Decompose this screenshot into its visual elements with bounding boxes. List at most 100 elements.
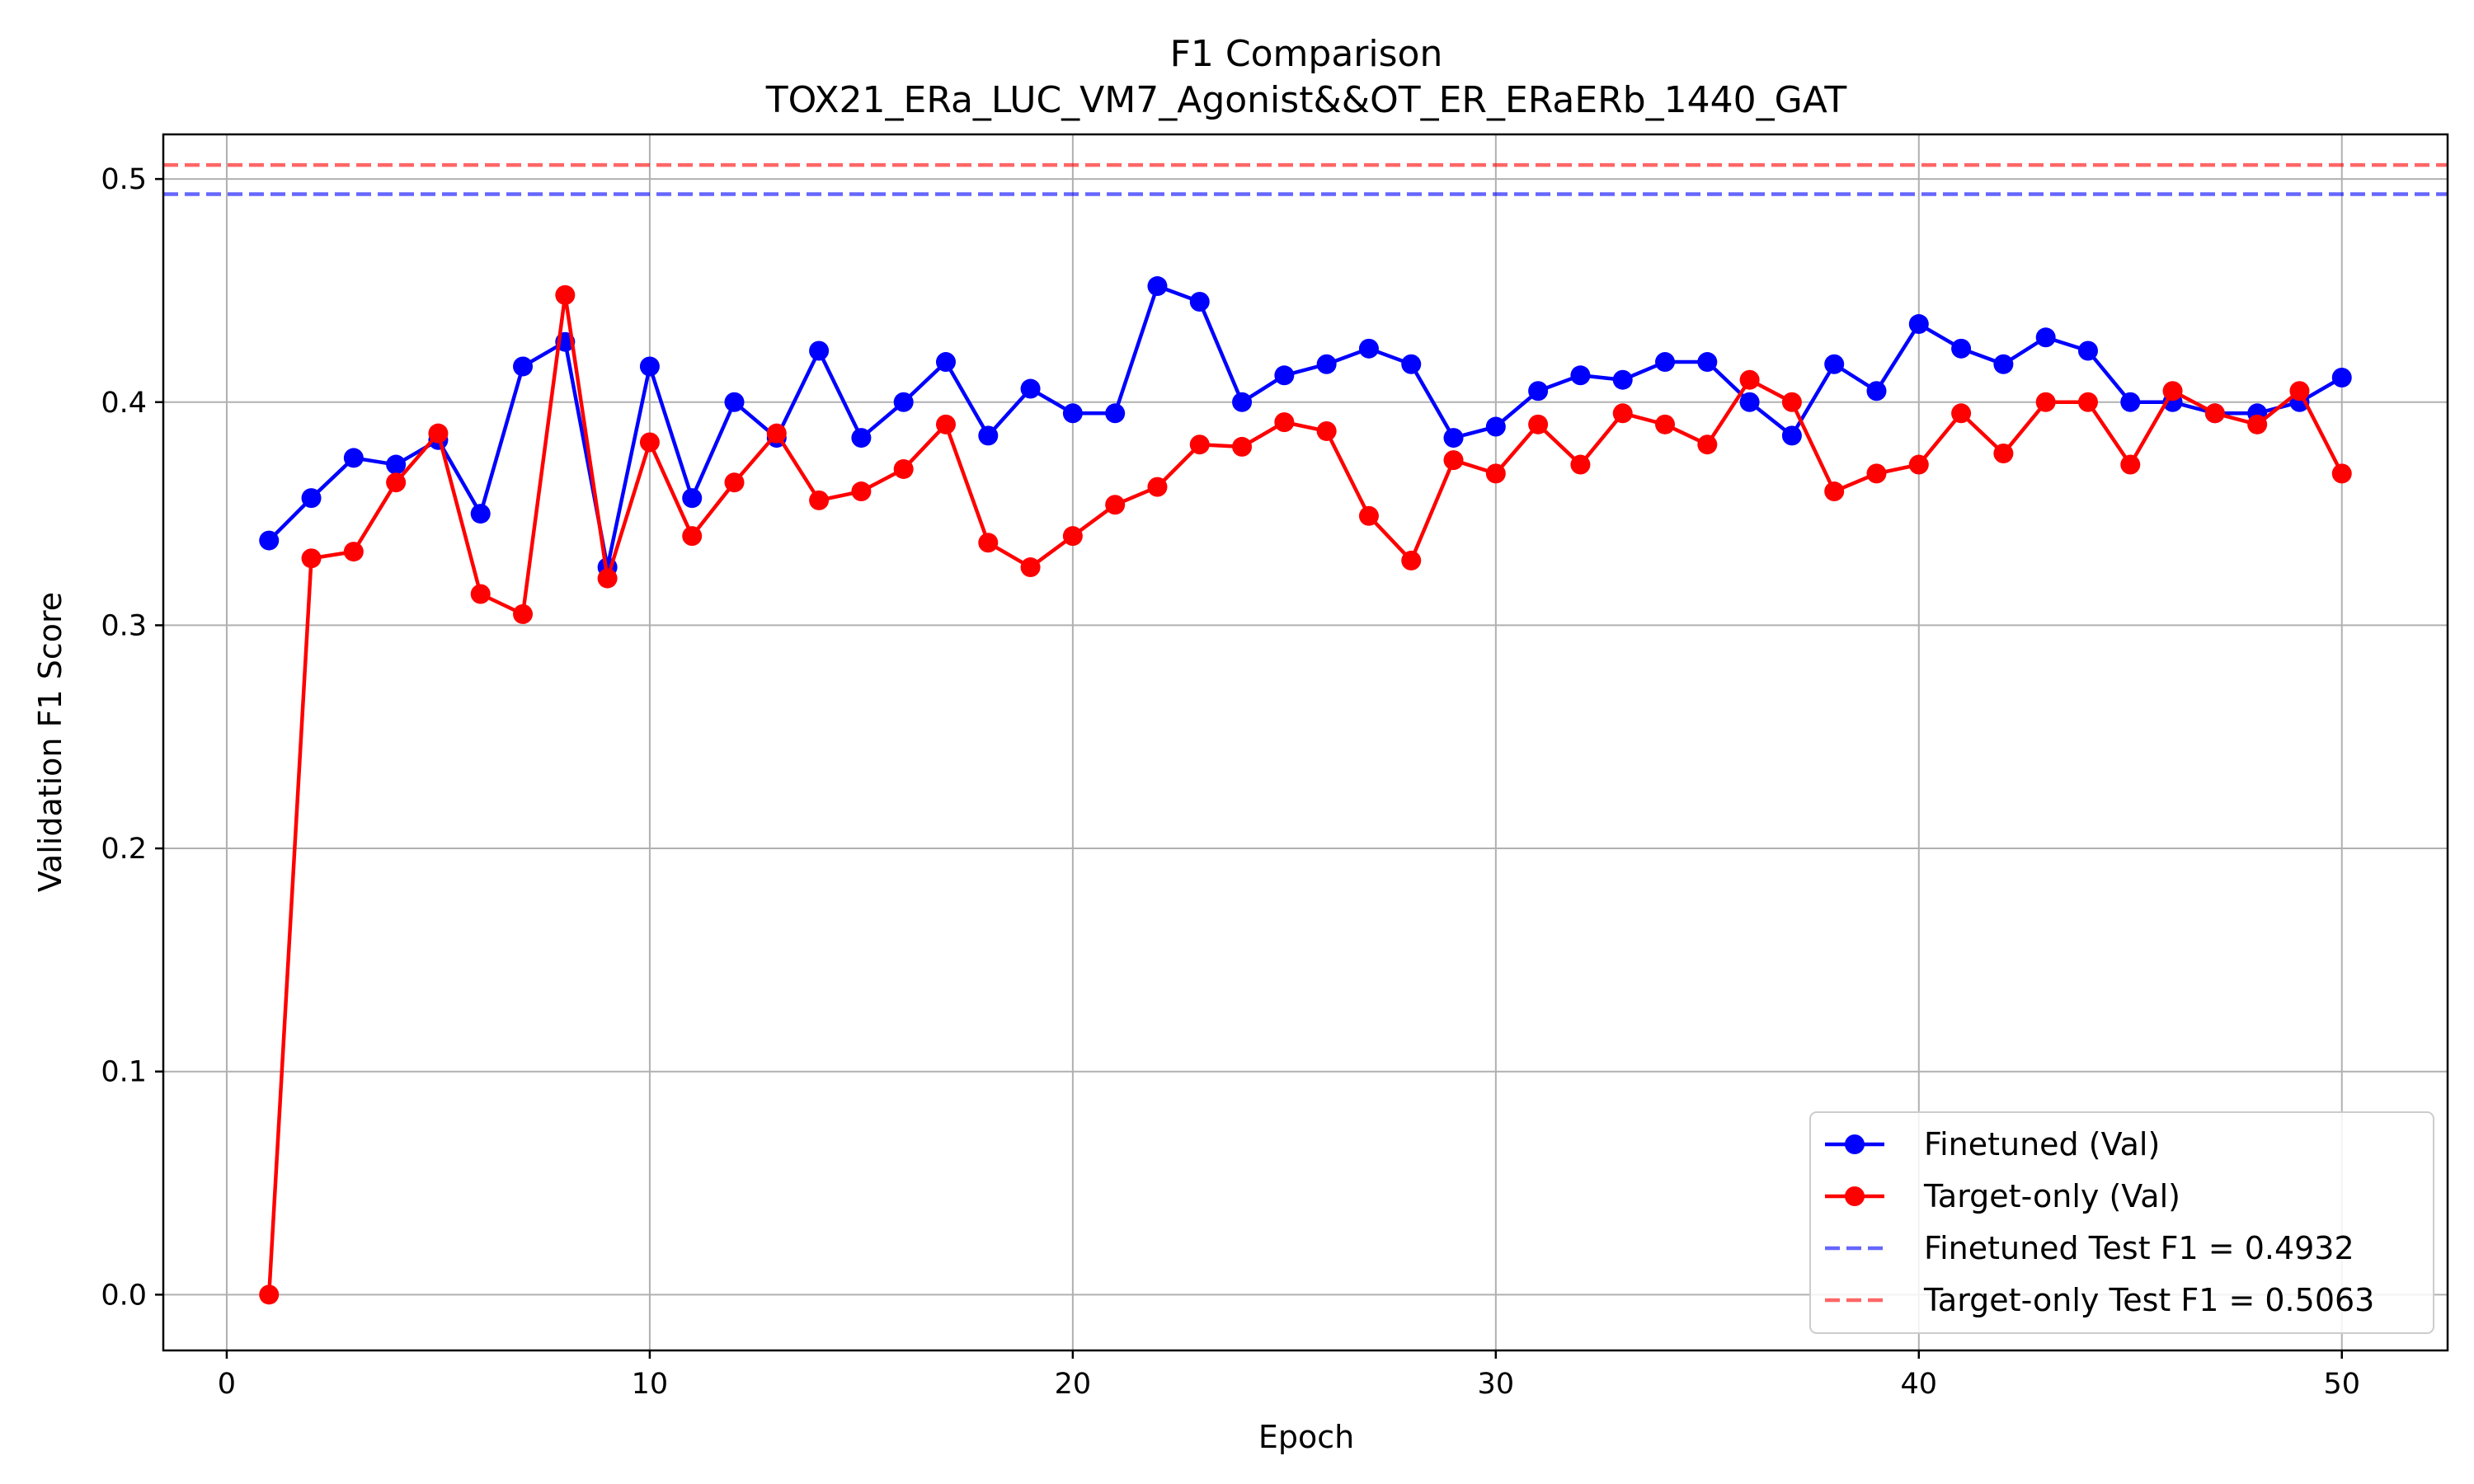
legend-label: Finetuned Test F1 = 0.4932 <box>1924 1230 2354 1266</box>
data-point <box>935 352 956 373</box>
data-point <box>1697 352 1718 373</box>
data-point <box>513 356 534 377</box>
x-axis-label: Epoch <box>1258 1419 1354 1455</box>
data-point <box>513 603 534 624</box>
data-point <box>1020 378 1041 399</box>
data-point <box>343 542 364 562</box>
data-point <box>1443 450 1464 471</box>
data-point <box>2120 392 2141 412</box>
data-point <box>978 425 999 446</box>
data-point <box>259 530 280 551</box>
data-point <box>1697 434 1718 455</box>
data-point <box>1485 416 1506 437</box>
x-tick-label: 0 <box>218 1368 236 1401</box>
data-point <box>1612 369 1633 390</box>
data-point <box>1528 414 1549 434</box>
data-point <box>2247 414 2268 434</box>
data-point <box>1147 276 1168 297</box>
chart-subtitle: TOX21_ERa_LUC_VM7_Agonist&&OT_ER_ERaERb_… <box>765 79 1847 121</box>
data-point <box>1781 425 1802 446</box>
data-point <box>1993 444 2014 464</box>
data-point <box>639 432 660 453</box>
data-point <box>1274 412 1295 433</box>
x-tick-label: 10 <box>632 1368 669 1401</box>
data-point <box>1485 463 1506 484</box>
data-point <box>935 414 956 434</box>
data-point <box>1232 436 1253 457</box>
data-point <box>2077 392 2098 412</box>
legend-label: Target-only Test F1 = 0.5063 <box>1923 1282 2374 1318</box>
y-tick-label: 0.2 <box>101 833 147 866</box>
data-point <box>724 472 745 493</box>
legend: Finetuned (Val) Target-only (Val) Finetune… <box>1809 1111 2434 1334</box>
data-point <box>1358 505 1379 526</box>
y-axis-ticks: 0.0 0.1 0.2 0.3 0.4 0.5 <box>101 163 163 1312</box>
y-tick-label: 0.5 <box>101 163 147 196</box>
legend-entry: Target-only (Val) <box>1825 1178 2180 1214</box>
data-point <box>2035 327 2056 348</box>
data-point <box>893 458 914 479</box>
data-point <box>301 548 322 569</box>
legend-marker <box>1845 1134 1865 1154</box>
data-point <box>2162 381 2183 402</box>
data-point <box>259 1284 280 1305</box>
legend-label: Target-only (Val) <box>1923 1178 2180 1214</box>
data-point <box>766 423 787 444</box>
data-point <box>1401 354 1422 374</box>
series-target-only <box>259 284 2352 1305</box>
data-point <box>851 428 872 448</box>
data-point <box>1739 392 1760 412</box>
data-point <box>2331 368 2352 387</box>
legend-box <box>1809 1111 2434 1334</box>
data-point <box>470 504 491 524</box>
data-point <box>1274 365 1295 386</box>
data-point <box>1612 403 1633 424</box>
x-tick-label: 30 <box>1478 1368 1515 1401</box>
data-point <box>1824 481 1845 502</box>
data-point <box>2289 381 2310 402</box>
data-point <box>1316 420 1337 441</box>
data-point <box>639 356 660 377</box>
data-point <box>724 392 745 412</box>
data-point <box>1401 550 1422 571</box>
x-axis-ticks: 0 10 20 30 40 50 <box>218 1350 2360 1401</box>
data-point <box>1528 381 1549 402</box>
legend-entry: Finetuned Test F1 = 0.4932 <box>1825 1230 2354 1266</box>
data-point <box>893 392 914 412</box>
legend-entry: Finetuned (Val) <box>1825 1126 2160 1162</box>
data-point <box>1189 434 1210 455</box>
x-tick-label: 50 <box>2323 1368 2360 1401</box>
data-point <box>597 568 618 589</box>
x-tick-label: 40 <box>1901 1368 1938 1401</box>
data-point <box>1443 428 1464 448</box>
data-point <box>978 533 999 553</box>
data-point <box>1908 314 1929 335</box>
data-point <box>1951 403 1972 424</box>
data-point <box>809 340 830 361</box>
data-point <box>386 454 407 475</box>
data-point <box>1655 414 1676 434</box>
data-point <box>1189 291 1210 312</box>
data-point <box>1232 392 1253 412</box>
data-point <box>1993 354 2014 374</box>
y-axis-label: Validation F1 Score <box>32 592 68 892</box>
data-point <box>1866 381 1887 402</box>
reference-lines <box>163 162 2448 196</box>
data-point <box>809 490 830 510</box>
legend-marker <box>1845 1186 1865 1206</box>
y-tick-label: 0.0 <box>101 1279 147 1312</box>
data-point <box>1105 495 1126 515</box>
legend-entry: Target-only Test F1 = 0.5063 <box>1825 1282 2374 1318</box>
data-point <box>470 584 491 604</box>
data-point <box>1866 463 1887 484</box>
data-point <box>1655 352 1676 373</box>
data-point <box>1824 354 1845 374</box>
data-point <box>386 472 407 493</box>
data-point <box>682 488 703 509</box>
y-tick-label: 0.4 <box>101 387 147 420</box>
data-point <box>1570 365 1591 386</box>
data-point <box>301 488 322 509</box>
data-point <box>428 423 449 444</box>
data-point <box>1781 392 1802 412</box>
